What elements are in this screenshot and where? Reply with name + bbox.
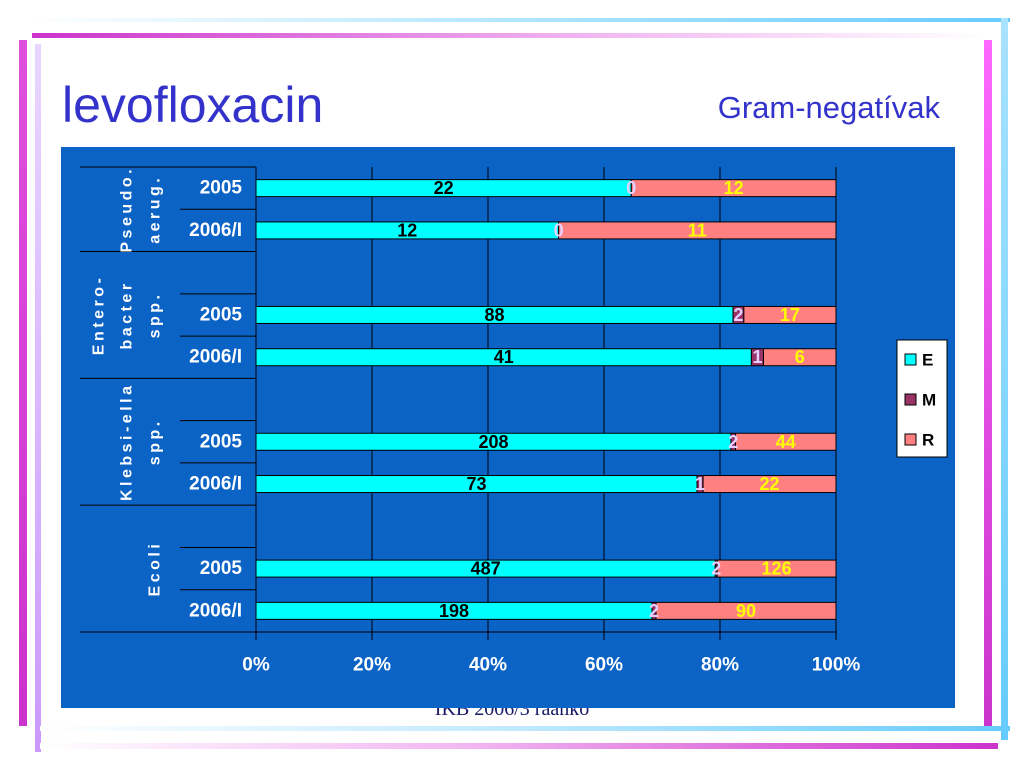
x-tick-label: 100% xyxy=(812,655,861,676)
group-label-line: spp. xyxy=(147,418,164,465)
decorative-line-right-blue xyxy=(1001,18,1008,740)
x-tick-label: 40% xyxy=(469,655,507,676)
data-label-m: 2 xyxy=(728,432,738,452)
group-label-line: Klebsi-ella xyxy=(119,383,136,502)
decorative-line-right-magenta xyxy=(984,40,992,728)
data-label-r: 126 xyxy=(762,559,792,579)
bar-segment-r xyxy=(763,348,837,367)
gridlines xyxy=(371,167,837,632)
x-tick-label: 60% xyxy=(585,655,623,676)
data-label-m: 1 xyxy=(752,347,762,367)
data-label-m: 2 xyxy=(711,559,721,579)
data-label-e: 73 xyxy=(467,474,487,494)
bars xyxy=(255,179,837,620)
bar-segment-r xyxy=(558,221,837,240)
data-label-m: 0 xyxy=(626,178,636,198)
legend-label-r: R xyxy=(922,431,934,450)
category-label: 2005 xyxy=(200,178,243,199)
category-label: 2005 xyxy=(200,558,243,579)
category-label: 2005 xyxy=(200,304,243,325)
data-label-e: 12 xyxy=(397,220,417,240)
group-label-line: Entero- xyxy=(91,275,108,356)
group-label-line: Ecoli xyxy=(147,541,164,597)
slide-title: levofloxacin xyxy=(62,77,324,133)
category-axis: 2005 2006/I 2005 2006/I 2005 2006/I 2005 2006/I… xyxy=(80,166,257,640)
data-labels: 22 0 12 12 0 11 88 2 17 41 1 6 208 2 44 73 1 22 487 2 126 198… xyxy=(397,178,804,621)
group-label-line: Pseudo. xyxy=(119,166,136,253)
data-label-r: 6 xyxy=(795,347,805,367)
legend-swatch-e xyxy=(904,353,917,366)
bar-segment-r xyxy=(702,475,837,494)
data-label-r: 44 xyxy=(776,432,796,452)
data-label-m: 2 xyxy=(649,601,659,621)
legend-label-m: M xyxy=(922,391,936,410)
category-label: 2006/I xyxy=(189,220,242,241)
bar-segment-r xyxy=(735,432,837,451)
bar-segment-r xyxy=(743,305,837,324)
legend-label-e: E xyxy=(922,351,933,370)
data-label-e: 41 xyxy=(494,347,514,367)
chart-area: 2005 2006/I 2005 2006/I 2005 2006/I 2005 2006/I… xyxy=(61,147,955,708)
data-label-e: 208 xyxy=(478,432,508,452)
x-tick-label: 0% xyxy=(242,655,270,676)
slide-subtitle: Gram-negatívak xyxy=(717,90,940,125)
data-label-m: 0 xyxy=(554,220,564,240)
group-label-line: aerug. xyxy=(147,175,164,244)
data-label-m: 2 xyxy=(733,305,743,325)
bar-segment-r xyxy=(630,179,837,198)
category-label: 2006/I xyxy=(189,600,242,621)
decorative-line-left-magenta xyxy=(19,40,27,726)
category-label: 2006/I xyxy=(189,474,242,495)
decorative-line-top-blue xyxy=(30,18,1010,22)
group-label-line: bacter xyxy=(119,280,136,349)
decorative-line-bottom-magenta xyxy=(40,743,998,749)
legend-swatch-m xyxy=(904,393,917,406)
data-label-e: 487 xyxy=(471,559,501,579)
legend-swatch-r xyxy=(904,433,917,446)
stacked-bar-chart: 2005 2006/I 2005 2006/I 2005 2006/I 2005 2006/I… xyxy=(80,166,948,676)
data-label-r: 11 xyxy=(688,220,707,240)
data-label-m: 1 xyxy=(695,474,705,494)
x-tick-label: 80% xyxy=(701,655,739,676)
decorative-line-bottom-blue xyxy=(40,726,1010,731)
data-label-r: 12 xyxy=(724,178,744,198)
value-axis: 0% 20% 40% 60% 80% 100% xyxy=(80,631,861,676)
decorative-line-top-magenta xyxy=(32,33,985,38)
data-label-e: 88 xyxy=(484,305,504,325)
bar-segment-r xyxy=(655,601,837,620)
data-label-r: 22 xyxy=(760,474,780,494)
data-label-r: 90 xyxy=(736,601,756,621)
x-tick-label: 20% xyxy=(353,655,391,676)
category-label: 2006/I xyxy=(189,347,242,368)
data-label-r: 17 xyxy=(780,305,800,325)
decorative-line-left-lavender xyxy=(35,44,41,752)
data-label-e: 22 xyxy=(434,178,454,198)
group-label-line: spp. xyxy=(147,292,164,339)
bar-segment-r xyxy=(716,559,837,578)
category-label: 2005 xyxy=(200,431,243,452)
data-label-e: 198 xyxy=(439,601,469,621)
legend: E M R xyxy=(896,339,948,458)
